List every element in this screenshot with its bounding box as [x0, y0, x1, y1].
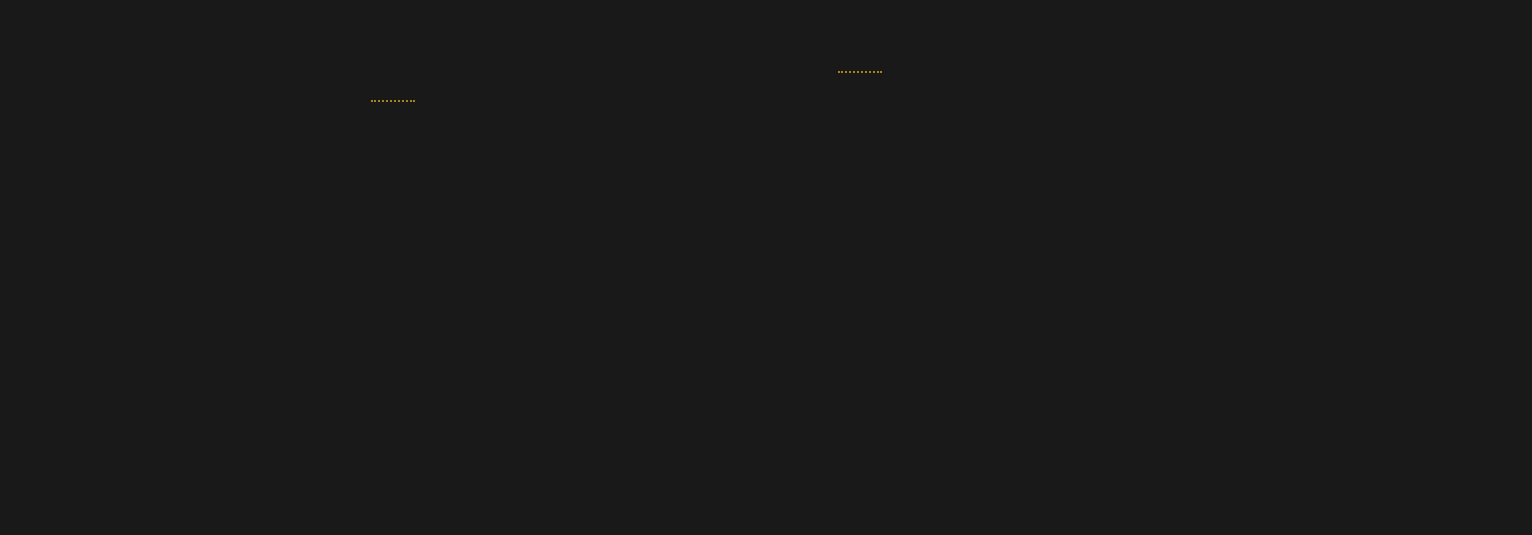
legend-item-btcjpy-left[interactable] — [371, 89, 430, 113]
legend-item-hashrate25[interactable] — [371, 60, 430, 84]
legend-item-hashrate7[interactable] — [108, 89, 167, 113]
legend-item-btcjpy-right[interactable] — [838, 60, 897, 84]
btcjpy-dotted-swatch-icon — [838, 71, 882, 73]
hashrate7-line-swatch-icon — [108, 99, 152, 104]
legend-item-difficulty[interactable] — [108, 60, 167, 84]
funding-rate-bar-swatch-icon — [1018, 65, 1060, 80]
difficulty-line-swatch-icon — [108, 70, 152, 75]
hashrate25-line-swatch-icon — [371, 70, 415, 75]
legend-item-funding-rate[interactable] — [1018, 60, 1075, 84]
btcjpy-dotted-swatch-icon — [371, 100, 415, 102]
